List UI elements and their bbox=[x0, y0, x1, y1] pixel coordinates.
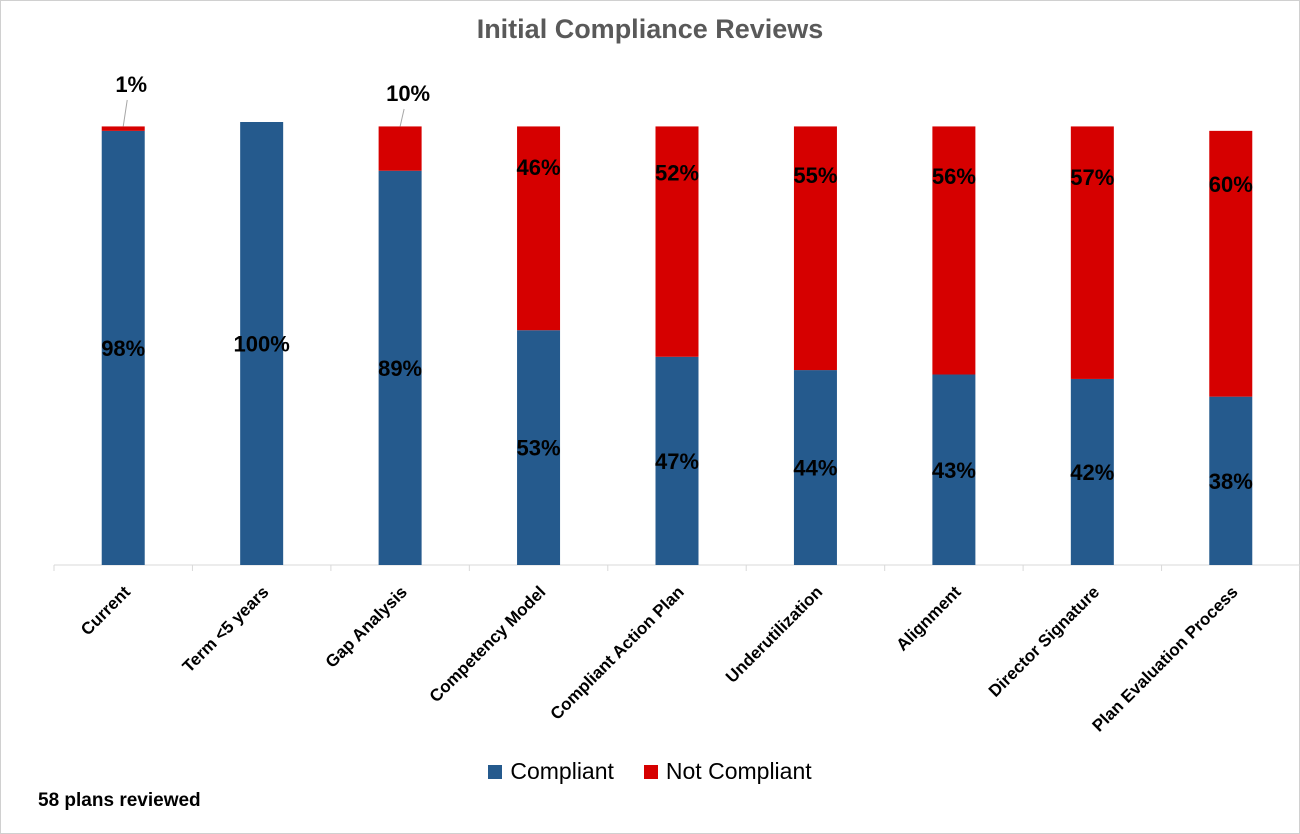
data-label-leader bbox=[399, 108, 405, 127]
data-label-not-compliant: 46% bbox=[517, 155, 561, 180]
x-tick-label: Term <5 years bbox=[179, 582, 273, 676]
data-label-compliant: 100% bbox=[234, 332, 290, 357]
bar-compliant bbox=[378, 170, 422, 566]
data-label-not-compliant: 57% bbox=[1070, 165, 1114, 190]
data-label-not-compliant: 52% bbox=[655, 161, 699, 186]
chart-title: Initial Compliance Reviews bbox=[476, 14, 824, 44]
bar-not-compliant bbox=[378, 126, 422, 171]
bar-not-compliant bbox=[655, 126, 699, 357]
x-tick-label: Alignment bbox=[893, 582, 965, 654]
footnote: 58 plans reviewed bbox=[38, 790, 201, 811]
legend-swatch-compliant bbox=[488, 764, 503, 779]
bar-not-compliant bbox=[517, 126, 561, 331]
x-tick-label: Director Signature bbox=[985, 582, 1103, 700]
data-label-not-compliant: 60% bbox=[1209, 172, 1253, 197]
x-tick-label: Compliant Action Plan bbox=[547, 582, 688, 723]
bar-compliant bbox=[793, 370, 837, 565]
legend-item-not-compliant: Not Compliant bbox=[643, 758, 812, 785]
legend-item-compliant: Compliant bbox=[488, 758, 614, 785]
legend-label-not-compliant: Not Compliant bbox=[665, 758, 812, 784]
bar-not-compliant bbox=[1209, 130, 1253, 397]
bar-compliant bbox=[1070, 378, 1114, 565]
data-label-compliant: 42% bbox=[1070, 460, 1114, 485]
bar-compliant bbox=[932, 374, 976, 565]
x-tick-label: Underutilization bbox=[722, 582, 826, 686]
bar-not-compliant bbox=[793, 126, 837, 371]
data-label-leader bbox=[122, 99, 128, 127]
bar-compliant bbox=[655, 356, 699, 565]
data-label-not-compliant: 56% bbox=[932, 164, 976, 189]
x-tick-label: Gap Analysis bbox=[322, 582, 411, 671]
x-tick-label: Competency Model bbox=[426, 582, 550, 706]
bar-not-compliant bbox=[101, 126, 145, 131]
x-tick-label: Plan Evaluation Process bbox=[1089, 582, 1242, 735]
bar-compliant bbox=[240, 122, 284, 565]
legend-label-compliant: Compliant bbox=[510, 758, 614, 784]
data-label-compliant: 53% bbox=[517, 436, 561, 461]
bar-compliant bbox=[101, 130, 145, 566]
bar-compliant bbox=[1209, 396, 1253, 565]
data-label-not-compliant: 1% bbox=[115, 72, 147, 97]
bar-compliant bbox=[517, 330, 561, 565]
data-label-compliant: 43% bbox=[932, 458, 976, 483]
data-label-compliant: 47% bbox=[655, 449, 699, 474]
data-label-compliant: 89% bbox=[378, 356, 422, 381]
bar-not-compliant bbox=[932, 126, 976, 375]
data-label-not-compliant: 10% bbox=[386, 81, 430, 106]
data-label-compliant: 98% bbox=[101, 336, 145, 361]
bar-not-compliant bbox=[1070, 126, 1114, 379]
data-label-compliant: 44% bbox=[793, 456, 837, 481]
data-label-compliant: 38% bbox=[1209, 469, 1253, 494]
data-label-not-compliant: 55% bbox=[793, 163, 837, 188]
legend-swatch-not-compliant bbox=[643, 764, 658, 779]
x-tick-label: Current bbox=[77, 582, 134, 639]
chart-legend: Compliant Not Compliant bbox=[0, 758, 1300, 785]
